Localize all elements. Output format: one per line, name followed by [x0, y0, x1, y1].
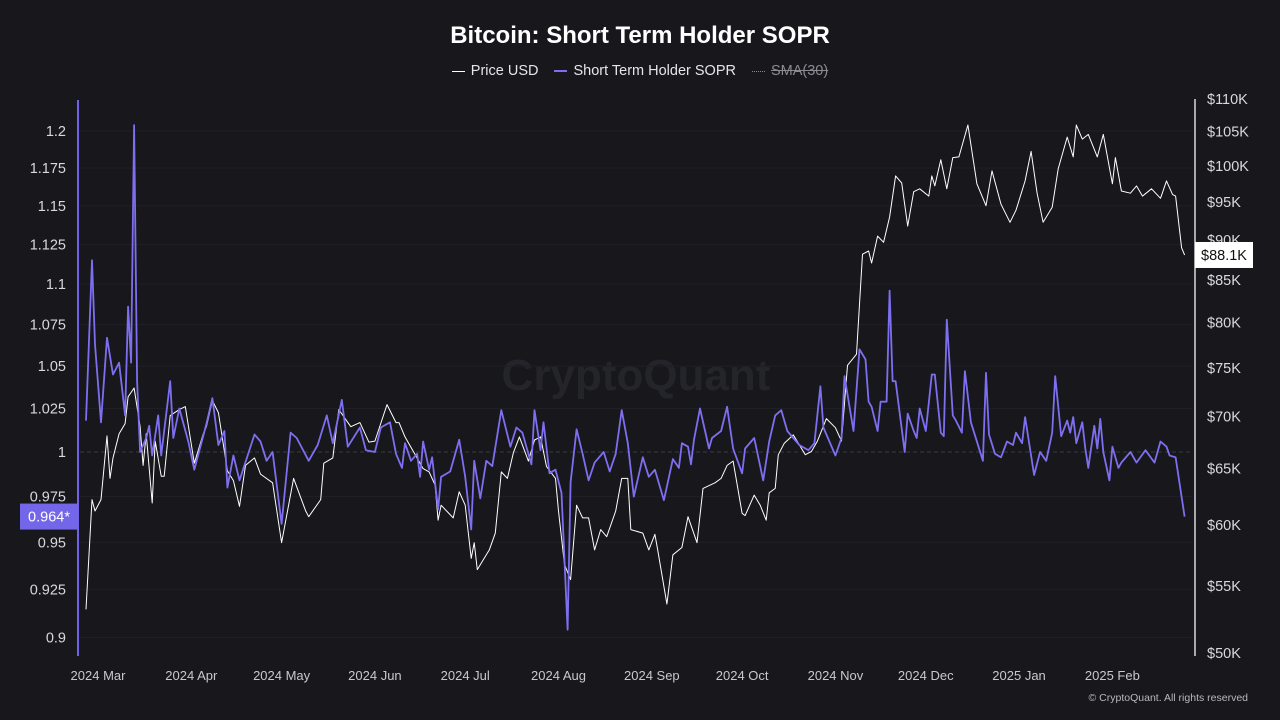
- y-right-tick-label: $50K: [1207, 646, 1241, 662]
- y-right-tick-label: $75K: [1207, 361, 1241, 377]
- x-tick-label: 2024 Nov: [808, 668, 864, 683]
- legend-label-price: Price USD: [470, 63, 539, 79]
- legend-label-sma: SMA(30): [770, 63, 829, 79]
- legend-item-price[interactable]: Price USD: [451, 63, 539, 79]
- y-right-tick-label: $105K: [1207, 125, 1249, 141]
- y-left-tick-label: 1.15: [38, 199, 66, 215]
- y-left-tick-label: 1: [58, 445, 66, 461]
- y-left-tick-label: 1.2: [46, 124, 66, 140]
- gridlines: [80, 130, 1192, 639]
- price-usd-line: [85, 124, 1186, 610]
- series-lines: [85, 124, 1186, 631]
- x-tick-label: 2024 Mar: [71, 668, 127, 683]
- legend-item-sopr[interactable]: Short Term Holder SOPR: [554, 63, 736, 79]
- y-left-tick-label: 1.075: [30, 318, 66, 334]
- price-current-badge: [1195, 241, 1253, 268]
- y-left-tick-label: 1.1: [46, 277, 66, 293]
- y-left-tick-label: 1.025: [30, 402, 66, 418]
- watermark: CryptoQuant: [502, 351, 771, 400]
- y-left-tick-label: 0.95: [38, 535, 66, 551]
- y-left-tick-label: 0.925: [30, 582, 66, 598]
- y-left-tick-label: 0.9: [46, 631, 66, 647]
- y-right-tick-label: $110K: [1207, 92, 1248, 108]
- copyright: © CryptoQuant. All rights reserved: [1088, 692, 1248, 704]
- price-current-value: $88.1K: [1201, 248, 1247, 264]
- y-right-tick-label: $65K: [1207, 462, 1241, 478]
- legend: Price USD Short Term Holder SOPR SMA(30): [0, 63, 1280, 79]
- x-tick-label: 2025 Jan: [992, 668, 1046, 683]
- legend-label-sopr: Short Term Holder SOPR: [573, 63, 736, 79]
- y-left-tick-label: 1.175: [30, 161, 66, 177]
- y-right-tick-label: $95K: [1207, 195, 1241, 211]
- y-right-tick-label: $70K: [1207, 410, 1241, 426]
- x-tick-label: 2024 Jul: [441, 668, 490, 683]
- y-left-tick-label: 0.975: [30, 490, 66, 506]
- y-left-tick-label: 1.05: [38, 359, 66, 375]
- legend-item-sma[interactable]: SMA(30): [751, 63, 829, 79]
- x-tick-label: 2024 Apr: [165, 668, 218, 683]
- y-right-tick-label: $60K: [1207, 518, 1241, 534]
- x-tick-label: 2024 Sep: [624, 668, 680, 683]
- y-right-tick-label: $85K: [1207, 273, 1241, 289]
- sma-line-swatch: [751, 70, 765, 72]
- x-tick-label: 2024 Jun: [348, 668, 402, 683]
- x-tick-label: 2024 Oct: [716, 668, 769, 683]
- x-tick-label: 2024 Dec: [898, 668, 954, 683]
- y-right-tick-label: $80K: [1207, 316, 1241, 332]
- x-tick-label: 2024 May: [253, 668, 311, 683]
- y-right-tick-label: $55K: [1207, 579, 1241, 595]
- sopr-line-swatch: [554, 70, 568, 72]
- price-line-swatch: [451, 70, 465, 72]
- y-left-tick-label: 1.125: [30, 238, 66, 254]
- y-right-tick-label: $100K: [1207, 159, 1249, 175]
- x-tick-label: 2025 Feb: [1085, 668, 1140, 683]
- axes: 0.9 0.925 0.95 0.975 1 1.025 1.05 1.075 1.1 1.125…: [20, 92, 1253, 683]
- x-tick-label: 2024 Aug: [531, 668, 586, 683]
- sopr-line: [85, 124, 1186, 631]
- sopr-current-value: 0.964*: [28, 510, 70, 526]
- chart-title: Bitcoin: Short Term Holder SOPR: [450, 22, 830, 49]
- sopr-current-badge: [20, 503, 78, 530]
